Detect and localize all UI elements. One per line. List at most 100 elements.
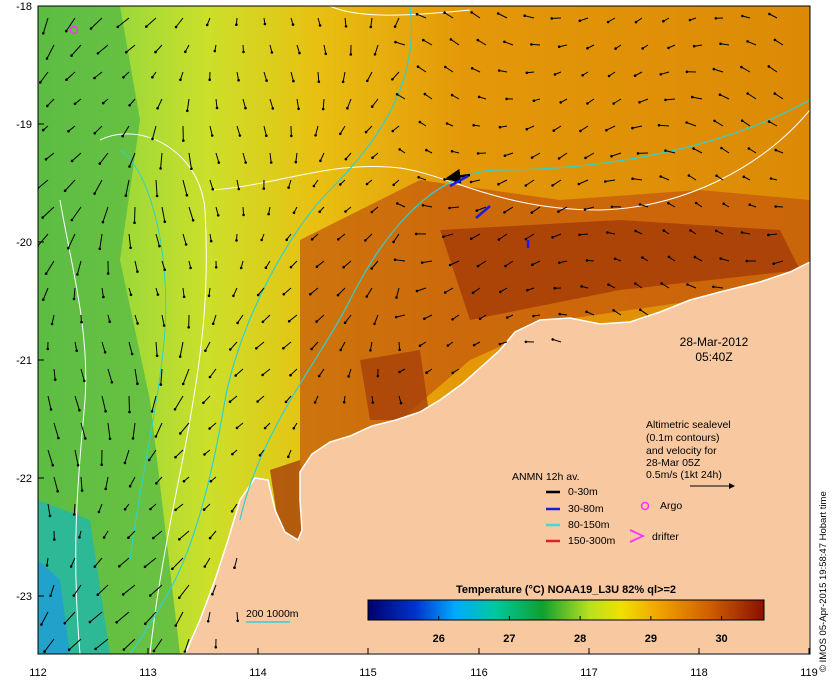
velocity-arrow — [204, 341, 211, 351]
velocity-arrow — [632, 125, 643, 129]
velocity-arrow — [265, 260, 271, 268]
velocity-arrow — [188, 152, 192, 169]
velocity-arrow — [94, 71, 103, 79]
velocity-arrow — [157, 98, 163, 109]
velocity-arrow-head — [191, 219, 195, 222]
velocity-arrow — [203, 395, 211, 404]
velocity-arrow-head — [209, 479, 213, 483]
velocity-arrow — [311, 341, 319, 350]
velocity-arrow-head — [291, 23, 295, 26]
velocity-arrow-head — [444, 65, 447, 69]
velocity-arrow — [713, 286, 724, 289]
velocity-arrow — [209, 368, 217, 378]
velocity-arrow — [687, 284, 697, 289]
velocity-arrow — [45, 260, 55, 274]
velocity-arrow-head — [98, 162, 102, 165]
velocity-arrow-head — [633, 74, 637, 77]
velocity-arrow-head — [44, 158, 48, 161]
velocity-arrow-head — [691, 95, 694, 99]
legend-label: 80-150m — [568, 519, 610, 531]
velocity-arrow — [288, 314, 298, 322]
velocity-arrow — [553, 125, 562, 132]
sealevel-contour — [329, 6, 471, 16]
velocity-arrows — [38, 11, 784, 653]
velocity-arrow — [144, 557, 157, 568]
velocity-arrow-head — [181, 382, 185, 386]
velocity-arrow — [470, 179, 481, 183]
velocity-arrow — [476, 206, 487, 212]
velocity-arrow-head — [42, 32, 45, 35]
velocity-arrow — [395, 41, 406, 46]
velocity-arrow-head — [443, 178, 446, 181]
velocity-arrow-head — [469, 237, 473, 241]
velocity-arrow-head — [108, 320, 111, 324]
velocity-arrow-head — [321, 107, 325, 111]
y-tick-label: -23 — [16, 591, 32, 603]
velocity-arrow — [424, 314, 433, 320]
velocity-arrow-head — [740, 119, 744, 122]
velocity-arrow — [46, 44, 55, 59]
velocity-arrow-head — [67, 648, 71, 651]
velocity-arrow — [97, 584, 109, 596]
velocity-arrow — [344, 17, 347, 27]
velocity-arrow-head — [182, 479, 186, 483]
mooring-arrow-30-80m — [449, 174, 469, 188]
velocity-arrow-head — [558, 261, 561, 265]
velocity-arrow — [236, 71, 240, 81]
velocity-arrow — [477, 39, 487, 46]
velocity-arrow-head — [49, 594, 52, 597]
velocity-arrow-head — [67, 129, 70, 133]
velocity-arrow-head — [559, 101, 562, 104]
y-tick-label: -18 — [16, 1, 32, 13]
velocity-arrow — [686, 122, 697, 127]
velocity-arrow — [236, 179, 240, 190]
velocity-arrow — [123, 638, 136, 650]
velocity-arrow-head — [712, 67, 716, 71]
velocity-arrow — [204, 557, 211, 567]
velocity-arrow — [80, 476, 83, 491]
velocity-arrow — [73, 287, 76, 299]
velocity-arrow-head — [606, 20, 610, 24]
velocity-arrow — [208, 287, 211, 296]
velocity-arrow-head — [50, 322, 54, 326]
velocity-arrow-head — [178, 596, 181, 599]
velocity-arrow-head — [173, 408, 177, 411]
y-tick-label: -20 — [16, 237, 32, 249]
velocity-arrow-head — [208, 375, 212, 379]
velocity-arrow-head — [318, 24, 322, 27]
velocity-arrow-head — [532, 314, 535, 318]
velocity-arrow-head — [41, 128, 45, 132]
velocity-arrow-head — [292, 211, 296, 214]
velocity-arrow — [370, 17, 373, 27]
velocity-arrow — [449, 206, 460, 209]
velocity-arrow-head — [418, 344, 422, 348]
velocity-arrow-head — [184, 50, 187, 54]
velocity-arrow-head — [558, 312, 561, 316]
velocity-arrow-head — [56, 489, 59, 493]
velocity-arrow-head — [767, 233, 770, 237]
velocity-arrow-head — [476, 264, 480, 268]
velocity-arrow — [394, 17, 400, 27]
velocity-arrow-head — [557, 210, 560, 213]
velocity-arrow-head — [662, 229, 666, 232]
velocity-arrow — [634, 71, 643, 77]
velocity-arrow-head — [417, 176, 420, 179]
velocity-arrow-head — [720, 146, 723, 150]
velocity-arrow-head — [318, 210, 322, 213]
velocity-arrow-head — [207, 294, 211, 298]
velocity-arrow-head — [660, 282, 663, 285]
velocity-arrow-head — [477, 95, 481, 99]
velocity-arrow — [90, 17, 103, 29]
velocity-arrow — [720, 43, 730, 46]
bathymetry-contour-1000m — [239, 99, 810, 521]
y-tick-label: -19 — [16, 119, 32, 131]
velocity-arrow-head — [182, 295, 186, 299]
velocity-arrow — [71, 152, 82, 162]
velocity-arrow-head — [94, 647, 97, 651]
velocity-arrow — [396, 93, 406, 100]
velocity-arrow-head — [72, 513, 76, 516]
velocity-arrow-head — [214, 266, 218, 269]
velocity-arrow — [125, 179, 130, 196]
velocity-arrow-head — [242, 213, 245, 217]
velocity-arrow-head — [740, 231, 744, 234]
